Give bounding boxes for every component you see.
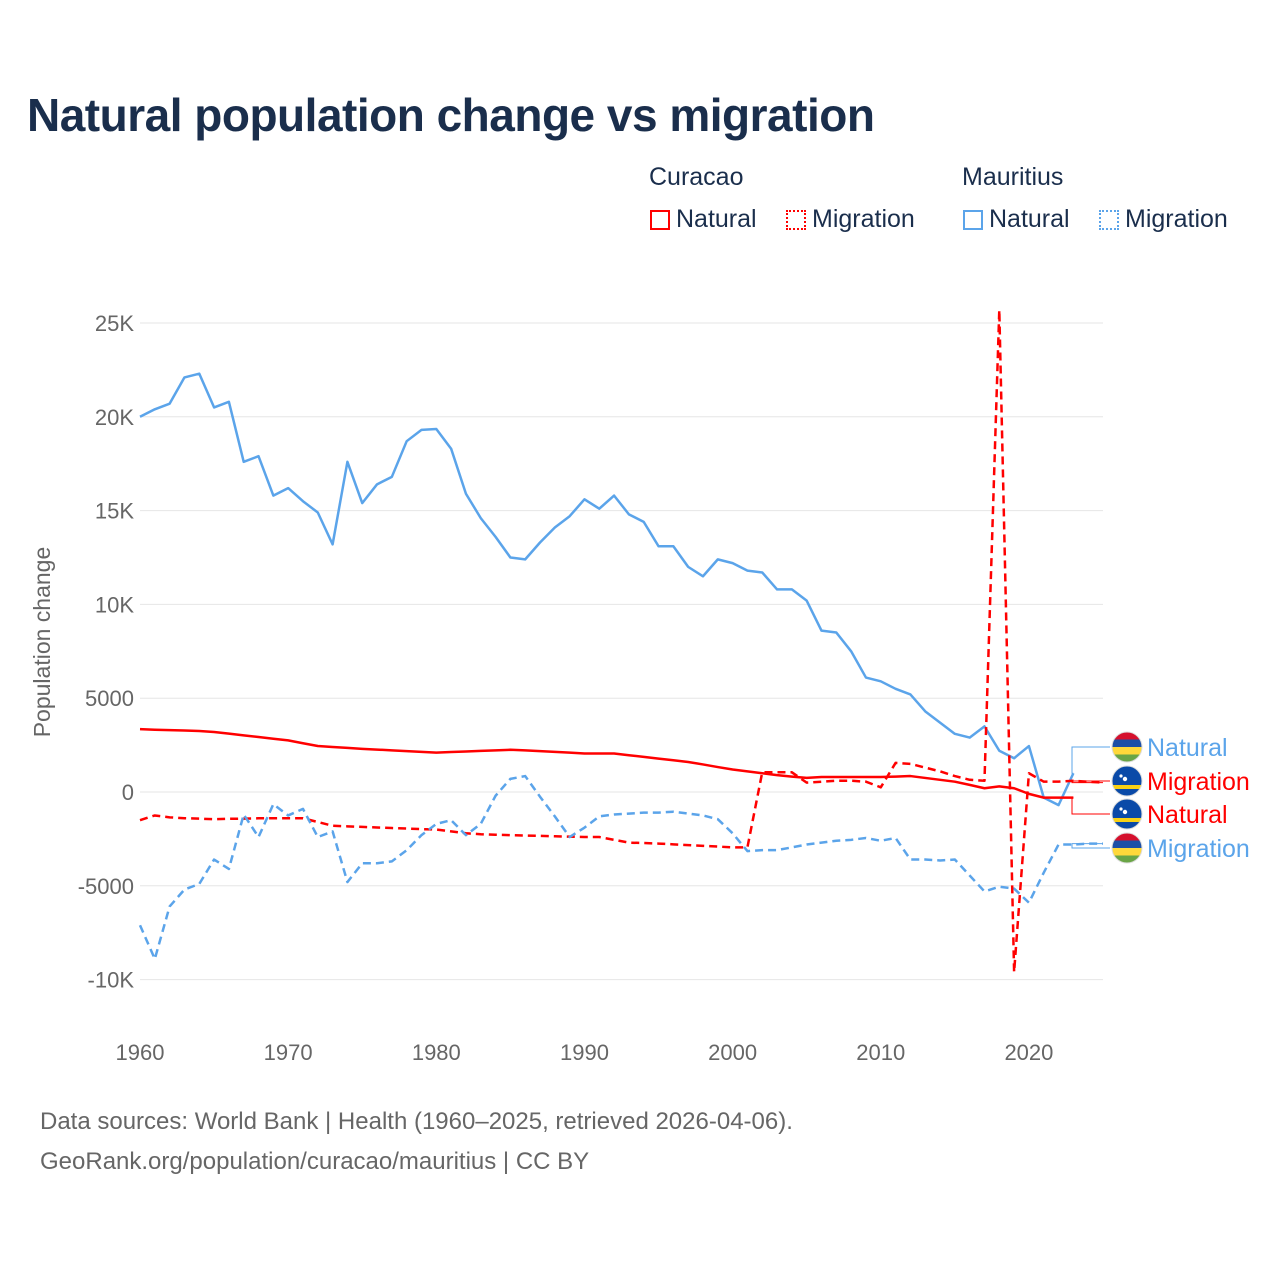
end-label-mauritius-natural: Natural [1147,734,1228,762]
end-label-curacao-migration: Migration [1147,768,1250,796]
x-tick-label: 2020 [1004,1040,1053,1065]
source-line-2[interactable]: GeoRank.org/population/curacao/mauritius… [40,1148,590,1175]
series-line-mauritius-migration[interactable] [138,774,1103,961]
legend-swatch-solid [650,209,670,230]
mauritius-flag-icon [1111,731,1143,763]
legend-curacao-natural[interactable]: Natural [650,205,757,234]
y-tick-label: 20K [95,405,134,430]
label-connector [1071,780,1110,784]
y-tick-label: -5000 [78,874,134,899]
legend-group-mauritius: Mauritius [962,163,1064,191]
curacao-flag-icon [1111,765,1143,797]
legend-swatch-dotted [1099,209,1119,230]
x-tick-label: 1960 [116,1040,165,1065]
end-label-mauritius-migration: Migration [1147,835,1250,863]
x-tick-label: 2010 [856,1040,905,1065]
source-line-1: Data sources: World Bank | Health (1960–… [40,1108,793,1135]
y-tick-label: -10K [88,968,135,993]
legend-label: Migration [1125,205,1228,233]
y-tick-label: 0 [122,780,134,805]
y-axis-label: Population change [29,547,55,738]
x-tick-label: 1980 [412,1040,461,1065]
series-line-curacao-natural[interactable] [139,727,1074,799]
legend-group-curacao: Curacao [649,163,744,191]
x-tick-label: 2000 [708,1040,757,1065]
legend-curacao-migration[interactable]: Migration [786,205,915,234]
y-tick-label: 10K [95,592,134,617]
legend-swatch-solid [963,209,983,230]
chart-title: Natural population change vs migration [27,89,875,141]
label-connector [1071,843,1110,849]
legend-mauritius-natural[interactable]: Natural [963,205,1070,234]
x-tick-label: 1970 [264,1040,313,1065]
series-line-mauritius-natural[interactable] [139,372,1075,807]
mauritius-flag-icon [1111,832,1143,864]
end-label-curacao-natural: Natural [1147,801,1228,829]
series-line-curacao-migration[interactable] [139,308,1104,974]
x-tick-label: 1990 [560,1040,609,1065]
y-tick-label: 5000 [85,686,134,711]
legend-label: Natural [676,205,757,233]
label-connector [1071,746,1110,774]
legend-label: Migration [812,205,915,233]
label-connector [1071,797,1110,815]
y-tick-label: 25K [95,311,134,336]
legend-mauritius-migration[interactable]: Migration [1099,205,1228,234]
curacao-flag-icon [1111,798,1143,830]
y-tick-label: 15K [95,499,134,524]
legend-label: Natural [989,205,1070,233]
legend-swatch-dotted [786,209,806,230]
